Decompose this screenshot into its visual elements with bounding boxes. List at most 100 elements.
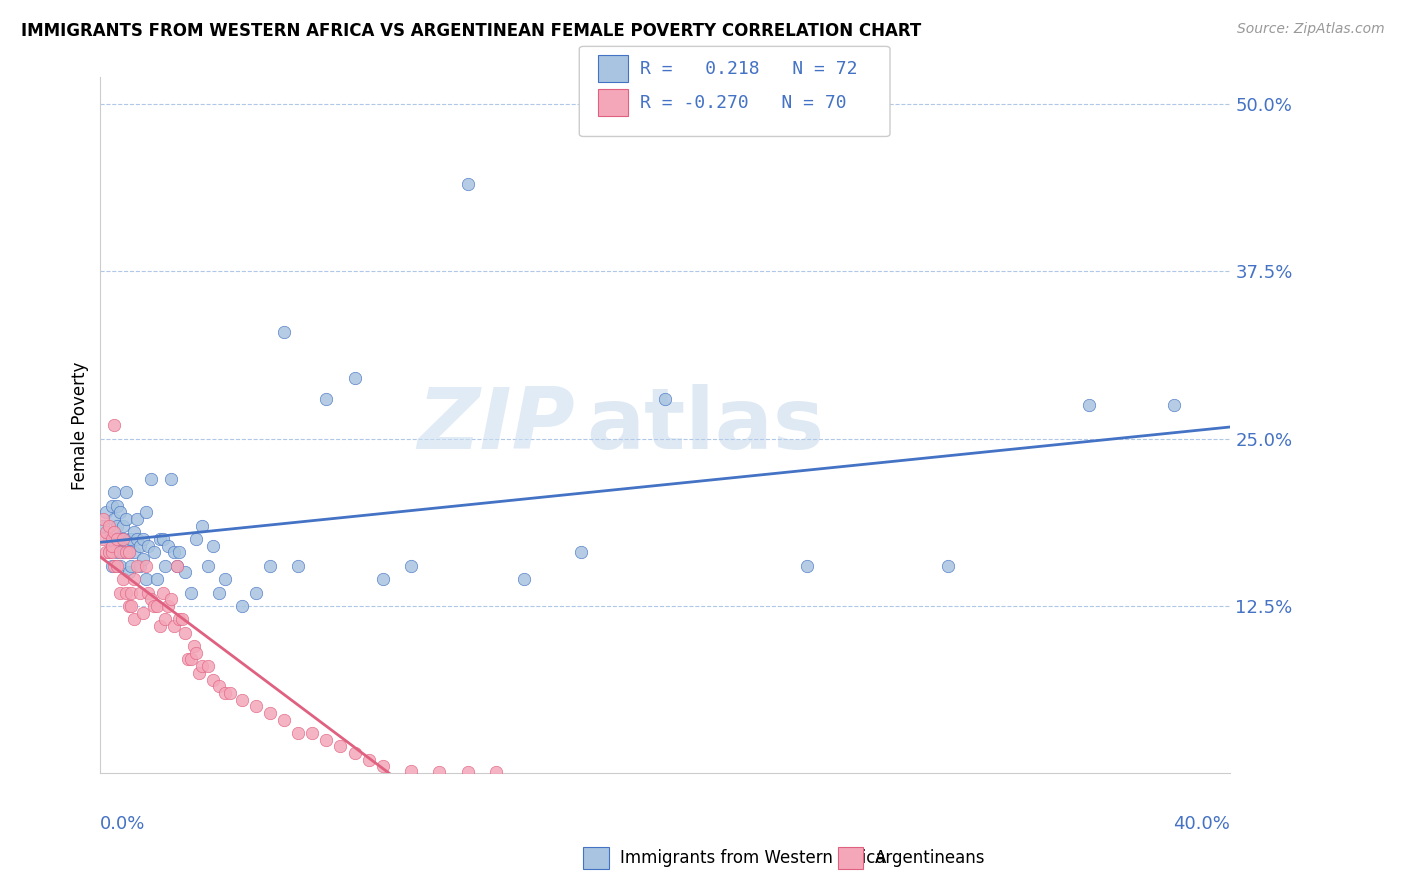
Point [100, 558, 122, 573]
Point [135, 572, 157, 586]
Point [172, 612, 194, 626]
Point [177, 652, 200, 666]
Point [97, 545, 120, 559]
Point [108, 545, 131, 559]
Point [1078, 398, 1101, 412]
Point [457, 764, 479, 779]
Point [174, 566, 197, 580]
Point [399, 558, 422, 573]
Point [135, 558, 157, 573]
Point [427, 764, 450, 779]
Point [191, 518, 214, 533]
Point [105, 499, 128, 513]
Point [149, 619, 172, 633]
Text: R =   0.218   N = 72: R = 0.218 N = 72 [640, 60, 858, 78]
Y-axis label: Female Poverty: Female Poverty [72, 361, 89, 490]
Point [97, 545, 120, 559]
Point [103, 558, 125, 573]
Point [125, 512, 148, 526]
Point [100, 499, 122, 513]
Point [186, 532, 208, 546]
Point [245, 585, 267, 599]
Point [343, 371, 366, 385]
Point [152, 532, 174, 546]
Point [214, 686, 236, 700]
Point [371, 759, 394, 773]
Point [287, 558, 309, 573]
Point [105, 558, 128, 573]
Point [180, 652, 202, 666]
Point [108, 532, 131, 546]
Point [117, 545, 139, 559]
Point [155, 558, 177, 573]
Point [143, 599, 166, 613]
Point [120, 585, 142, 599]
Point [146, 572, 169, 586]
Point [163, 545, 186, 559]
Point [103, 418, 125, 433]
Point [166, 558, 188, 573]
Point [120, 558, 142, 573]
Point [146, 599, 169, 613]
Point [108, 505, 131, 519]
Point [273, 325, 295, 339]
Point [219, 686, 242, 700]
Point [138, 539, 160, 553]
Point [149, 532, 172, 546]
Point [259, 706, 281, 720]
Point [91, 532, 114, 546]
Point [936, 558, 959, 573]
Point [357, 753, 380, 767]
Point [122, 612, 145, 626]
Text: 0.0%: 0.0% [100, 815, 146, 833]
Point [399, 764, 422, 778]
Text: atlas: atlas [586, 384, 824, 467]
Text: Immigrants from Western Africa: Immigrants from Western Africa [620, 849, 886, 867]
Point [97, 532, 120, 546]
Point [287, 726, 309, 740]
Point [94, 525, 117, 540]
Point [371, 572, 394, 586]
Point [132, 606, 155, 620]
Point [122, 572, 145, 586]
Point [141, 472, 163, 486]
Point [160, 472, 183, 486]
Point [129, 539, 152, 553]
Point [100, 545, 122, 559]
Point [1163, 398, 1185, 412]
Point [111, 572, 134, 586]
Point [108, 585, 131, 599]
Point [100, 532, 122, 546]
Point [186, 646, 208, 660]
Point [157, 599, 180, 613]
Point [120, 532, 142, 546]
Point [191, 659, 214, 673]
Point [132, 532, 155, 546]
Point [152, 585, 174, 599]
Point [457, 178, 479, 192]
Point [208, 585, 231, 599]
Point [143, 545, 166, 559]
Point [111, 532, 134, 546]
Point [111, 532, 134, 546]
Point [114, 585, 136, 599]
Point [315, 732, 337, 747]
Point [105, 532, 128, 546]
Point [117, 599, 139, 613]
Point [202, 539, 225, 553]
Point [188, 665, 211, 680]
Point [513, 572, 536, 586]
Point [97, 518, 120, 533]
Point [569, 545, 592, 559]
Text: Source: ZipAtlas.com: Source: ZipAtlas.com [1237, 22, 1385, 37]
Point [129, 585, 152, 599]
Point [141, 592, 163, 607]
Point [273, 713, 295, 727]
Point [169, 612, 191, 626]
Point [485, 764, 508, 779]
Text: R = -0.270   N = 70: R = -0.270 N = 70 [640, 94, 846, 112]
Point [122, 545, 145, 559]
Point [169, 545, 191, 559]
Point [105, 518, 128, 533]
Point [208, 679, 231, 693]
